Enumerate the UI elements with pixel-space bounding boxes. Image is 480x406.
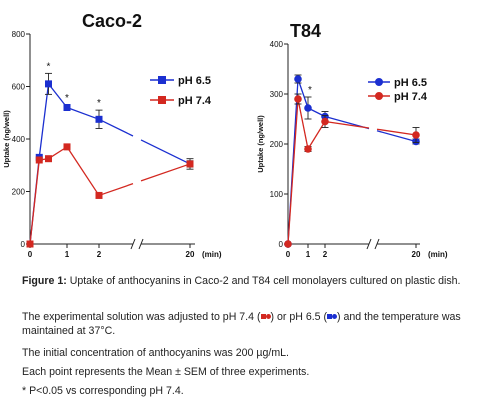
data-point-caco2 [45,155,52,163]
data-point-t84 [294,75,302,83]
series-line-t84 [287,98,299,245]
series-line-t84 [376,128,417,136]
y-tick-label-caco2: 800 [12,30,26,39]
blue-square-icon [327,314,333,319]
series-line-t84 [307,121,326,150]
x-tick-label-caco2: 0 [28,250,33,259]
x-tick-label-t84: 0 [286,250,291,259]
chart-t84: T84 0 100 200 300 400 0 1 2 20 (min) Uptake (ng/wel… [256,21,448,259]
series-line-caco2 [140,139,191,165]
y-axis-label-caco2: Uptake (ng/well) [2,110,11,168]
caption-concentration: The initial concentration of anthocyanin… [22,347,289,359]
y-tick-label-t84: 100 [270,190,284,199]
data-point-caco2 [26,240,34,248]
legend-label-t84: pH 6.5 [394,77,427,89]
chart-title-caco2: Caco-2 [82,11,142,31]
x-tick-label-t84: 1 [306,250,311,259]
axis-break-mark-t84 [366,238,372,250]
data-point-t84 [294,95,302,103]
red-dot-icon [265,314,271,319]
figure-label: Figure 1: [22,275,67,287]
x-axis-label-caco2: (min) [202,250,222,259]
axis-break-mark-t84 [374,238,380,250]
chart-caco2: Caco-2 0 200 400 600 800 0 1 2 20 (min) Uptake (ng/… [2,11,222,259]
legend-label-caco2: pH 6.5 [178,75,211,87]
data-point-caco2 [45,80,52,88]
series-line-t84 [324,120,370,129]
data-point-t84 [304,104,312,112]
legend-label-t84: pH 7.4 [394,91,428,103]
legend-marker-caco2 [158,96,166,104]
series-line-caco2 [98,118,134,137]
x-tick-label-t84: 20 [412,250,421,259]
series-line-caco2 [140,163,191,182]
chart-title-t84: T84 [290,21,321,41]
y-axis-label-t84: Uptake (ng/well) [256,115,265,173]
significance-star-t84: * [308,85,312,96]
data-point-caco2 [63,104,71,111]
axis-break-mark-caco2 [138,238,144,250]
significance-star-caco2: * [97,98,101,109]
red-square-icon [260,314,266,319]
x-tick-label-t84: 2 [323,250,328,259]
y-tick-label-caco2: 600 [12,83,26,92]
data-point-t84 [304,145,312,153]
x-tick-label-caco2: 20 [186,250,195,259]
figure-caption-title: Figure 1: Uptake of anthocyanins in Caco… [22,274,462,288]
y-tick-label-t84: 0 [279,240,284,249]
data-point-caco2 [95,115,103,123]
y-tick-label-t84: 200 [270,140,284,149]
blue-dot-icon [332,314,338,319]
caption-ph-text-c: ) and the temperature was maintained at … [22,311,461,337]
caption-significance: * P<0.05 vs corresponding pH 7.4. [22,385,184,397]
legend-marker-t84 [375,92,383,100]
data-point-caco2 [63,143,71,151]
series-line-caco2 [98,183,134,197]
data-point-t84 [321,117,329,126]
axis-break-mark-caco2 [130,238,136,250]
y-tick-label-t84: 300 [270,90,284,99]
caption-ph-text-a: The experimental solution was adjusted t… [22,311,261,323]
y-tick-label-caco2: 0 [21,240,26,249]
series-line-caco2 [38,83,50,158]
y-tick-label-caco2: 200 [12,188,26,197]
significance-star-caco2: * [65,93,69,104]
series-line-caco2 [66,146,100,196]
data-point-t84 [412,131,420,139]
significance-star-caco2: * [47,61,51,72]
caption-title-text: Uptake of anthocyanins in Caco-2 and T84… [69,275,461,287]
data-point-caco2 [186,160,194,168]
data-point-caco2 [95,191,103,199]
series-line-caco2 [47,83,68,108]
series-line-t84 [297,78,309,109]
series-line-caco2 [29,159,40,245]
caption-ph-text-b: ) or pH 6.5 ( [270,311,328,323]
x-axis-label-t84: (min) [428,250,448,259]
x-tick-label-caco2: 2 [97,250,102,259]
legend-marker-caco2 [158,76,166,84]
y-tick-label-caco2: 400 [12,135,26,144]
legend-label-caco2: pH 7.4 [178,95,212,107]
caption-mean-sem: Each point represents the Mean ± SEM of … [22,366,310,378]
legend-marker-t84 [375,78,383,86]
series-line-t84 [376,130,417,143]
caption-line-ph: The experimental solution was adjusted t… [22,310,462,338]
y-tick-label-t84: 400 [270,40,284,49]
data-point-caco2 [35,156,43,164]
x-tick-label-caco2: 1 [65,250,70,259]
data-point-t84 [284,240,292,248]
series-line-caco2 [66,106,100,120]
series-line-t84 [297,98,309,150]
